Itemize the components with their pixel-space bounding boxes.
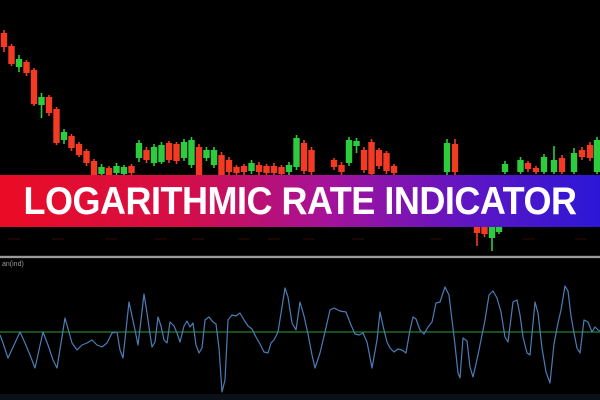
panel-separator-shadow [0, 255, 600, 256]
oscillator-line [0, 285, 600, 393]
window-bottom-edge [0, 394, 600, 400]
banner: LOGARITHMIC RATE INDICATOR [0, 175, 600, 227]
panel-separator-edge [0, 258, 600, 259]
indicator-chart [0, 285, 600, 393]
panel-separator-line [0, 256, 600, 258]
banner-title: LOGARITHMIC RATE INDICATOR [23, 178, 577, 223]
indicator-name-label: an(ind) [2, 261, 24, 268]
